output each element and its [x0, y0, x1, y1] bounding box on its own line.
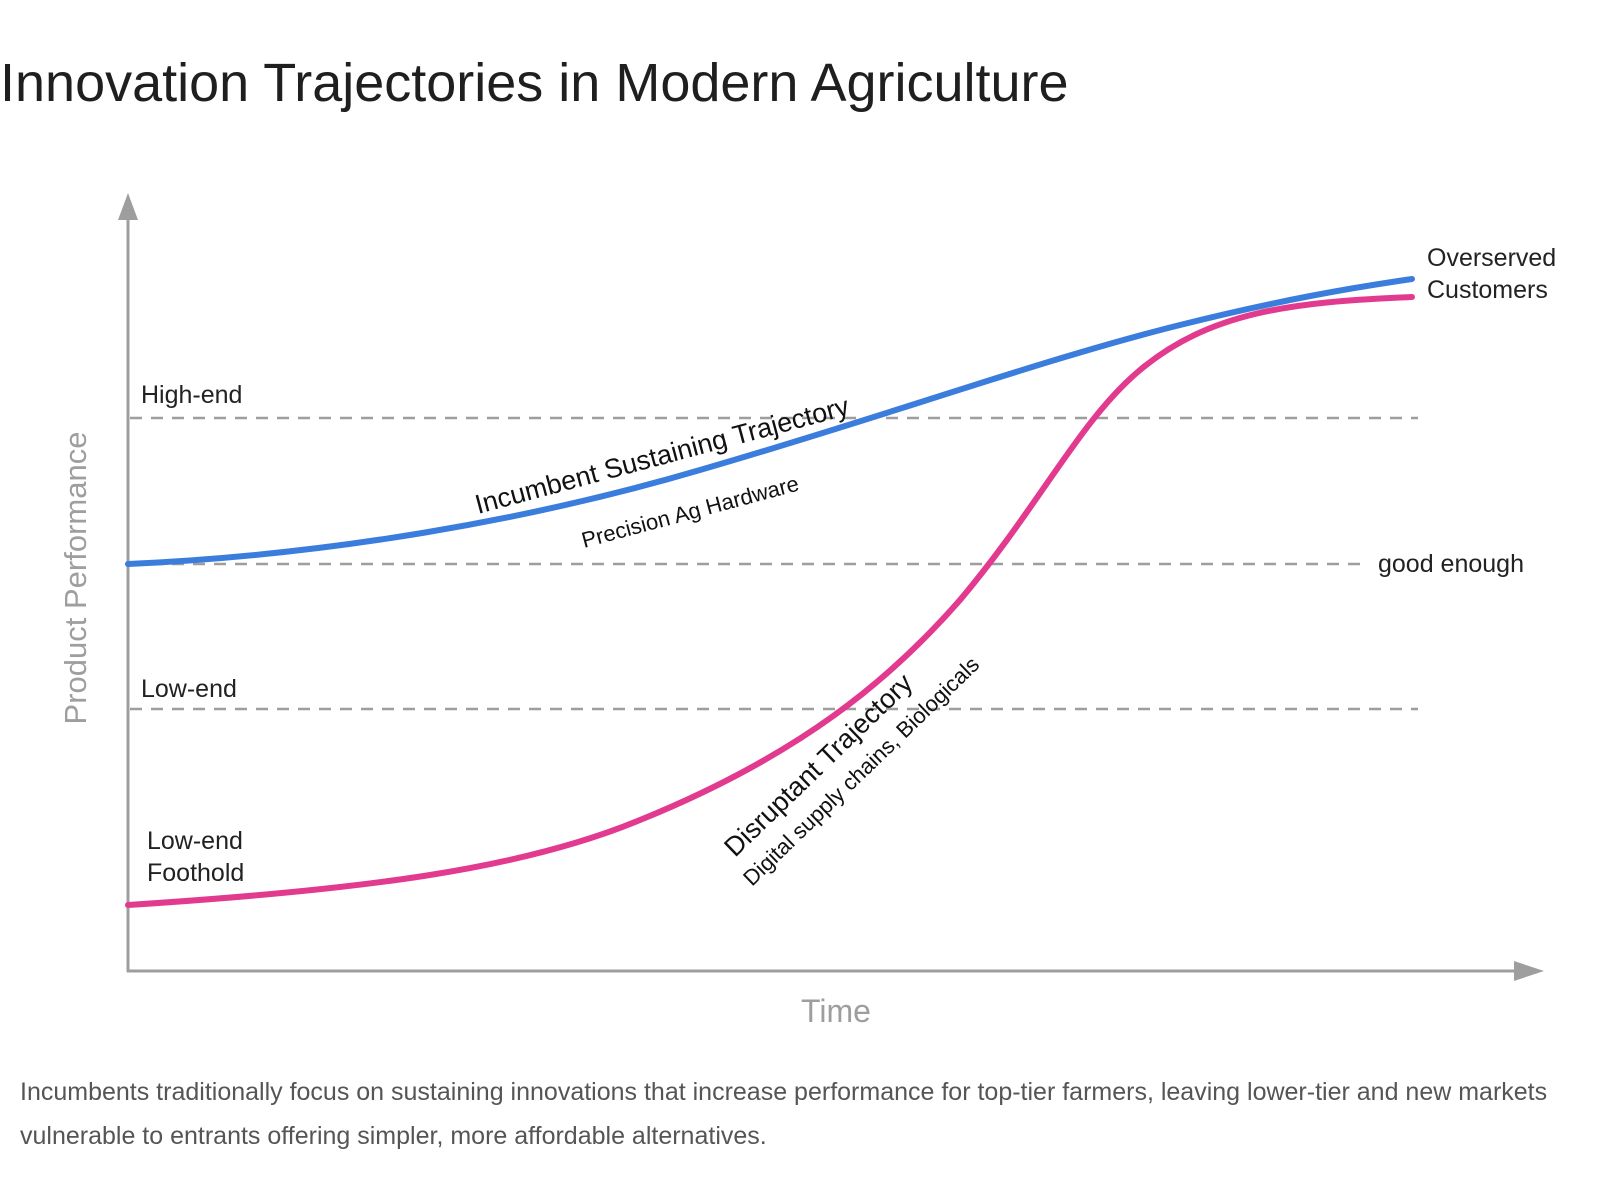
y-axis-label: Product Performance	[58, 432, 93, 725]
x-axis-arrow-icon	[1514, 961, 1544, 981]
disruptant-trajectory-curve	[125, 294, 1415, 908]
disruptant-trajectory-sub-label: Digital supply chains, Biologicals	[738, 652, 984, 891]
high-end-label: High-end	[141, 381, 242, 409]
disruptant-trajectory-label: Disruptant Trajectory	[718, 667, 918, 862]
x-axis-label: Time	[801, 993, 871, 1029]
incumbent-trajectory-label: Incumbent Sustaining Trajectory	[472, 391, 853, 520]
foothold-line2: Foothold	[147, 859, 244, 887]
caption: Incumbents traditionally focus on sustai…	[20, 1078, 1548, 1150]
low-end-foothold-label: Low-end Foothold	[147, 827, 250, 887]
y-axis-arrow-icon	[118, 193, 138, 220]
overserved-customers-label: Overserved Customers	[1427, 244, 1563, 304]
page-title: Innovation Trajectories in Modern Agricu…	[0, 53, 1069, 113]
good-enough-label: good enough	[1378, 550, 1524, 578]
low-end-label: Low-end	[141, 675, 237, 703]
overserved-line2: Customers	[1427, 276, 1548, 304]
overserved-line1: Overserved	[1427, 244, 1556, 272]
incumbent-trajectory-curve	[125, 276, 1415, 567]
foothold-line1: Low-end	[147, 827, 243, 855]
